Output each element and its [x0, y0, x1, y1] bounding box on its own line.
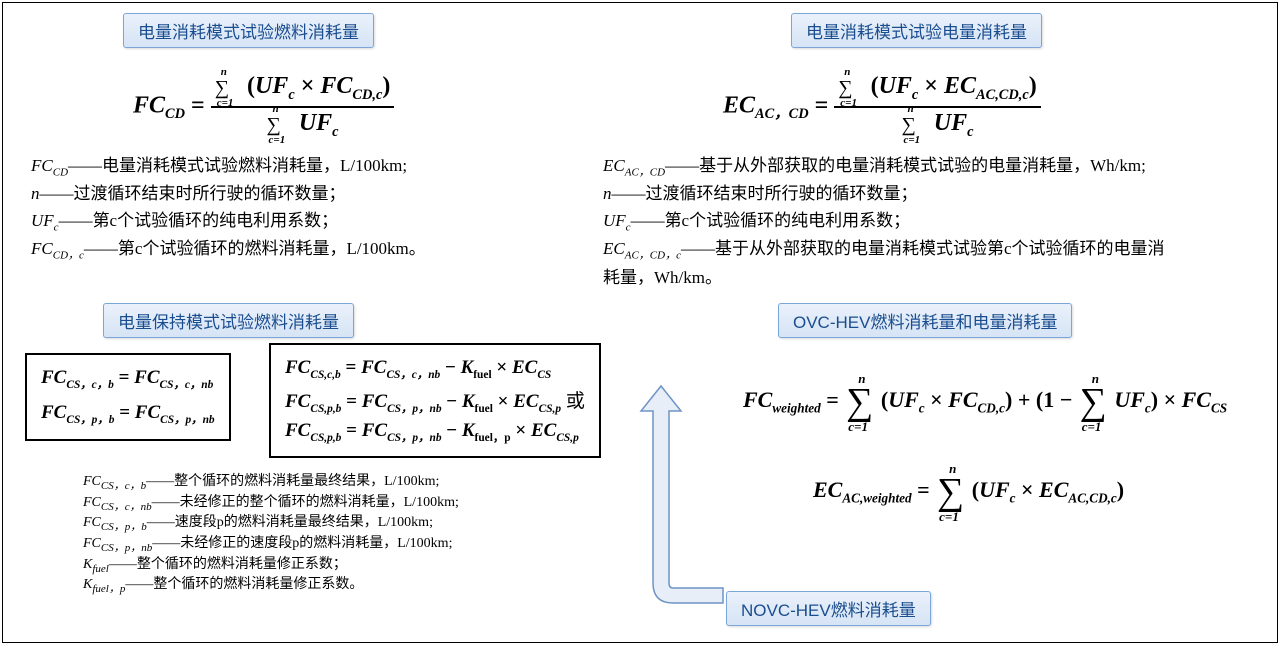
- formula-fc-weighted: FCweighted = ∑ n c=1 (UFc × FCCD,c) + (1…: [743, 383, 1227, 421]
- defs-ec-ac-cd: ECAC，CD——基于从外部获取的电量消耗模式试验的电量消耗量，Wh/km; n…: [603, 153, 1273, 291]
- title-box-5: NOVC-HEV燃料消耗量: [726, 591, 931, 626]
- defs-fc-cd: FCCD——电量消耗模式试验燃料消耗量，L/100km; n——过渡循环结束时所…: [31, 153, 591, 265]
- title-box-4: OVC-HEV燃料消耗量和电量消耗量: [778, 303, 1072, 338]
- title-box-3: 电量保持模式试验燃料消耗量: [103, 303, 354, 338]
- title-box-2: 电量消耗模式试验电量消耗量: [791, 13, 1042, 48]
- formula-fc-cd: FCCD = ∑nc=1 (UFc × FCCD,c) ∑nc=1 UFc: [133, 73, 394, 141]
- title-box-1: 电量消耗模式试验燃料消耗量: [123, 13, 374, 48]
- formula-box-cs-simple: FCCS，c，b = FCCS，c，nb FCCS，p，b = FCCS，p，n…: [25, 353, 231, 441]
- arrow-novc-to-box: [623, 381, 743, 616]
- formula-ec-ac-cd: ECAC，CD = ∑nc=1 (UFc × ECAC,CD,c) ∑nc=1 …: [723, 73, 1041, 141]
- diagram-panel: 电量消耗模式试验燃料消耗量 电量消耗模式试验电量消耗量 电量保持模式试验燃料消耗…: [2, 2, 1278, 643]
- formula-box-cs-corrected: FCCS,c,b = FCCS，c，nb − Kfuel × ECCS FCCS…: [269, 343, 601, 458]
- formula-ec-weighted: ECAC,weighted = ∑ n c=1 (UFc × ECAC,CD,c…: [813, 473, 1124, 511]
- defs-cs: FCCS，c，b——整个循环的燃料消耗量最终结果，L/100km; FCCS，c…: [83, 473, 643, 597]
